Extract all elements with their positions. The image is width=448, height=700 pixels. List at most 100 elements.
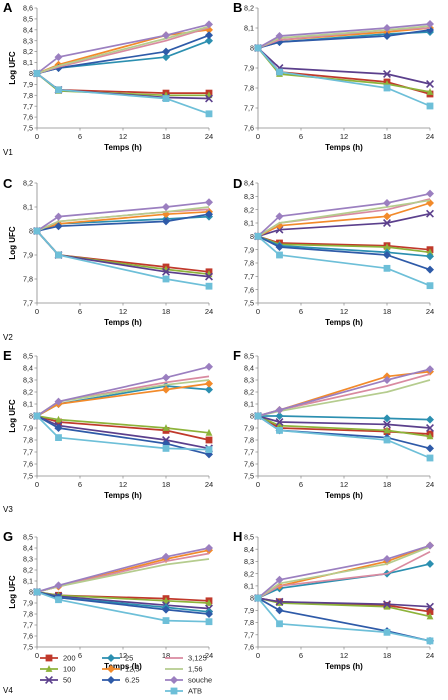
y-tick-label: 8,3 (244, 376, 254, 385)
y-tick-label: 8,1 (23, 58, 33, 67)
panel-label: E (3, 348, 12, 363)
series-line-souche (36, 365, 210, 417)
data-point-50 (426, 424, 434, 432)
y-tick-label: 7,7 (244, 272, 254, 281)
data-point-souche (54, 212, 63, 221)
data-point-souche (275, 32, 284, 40)
chart-panel-A: A V1 7,5 7,6 7,7 7,8 7,9 8 8,1 8,2 8,3 8,48,5 8,6 0 6 1… (3, 0, 213, 157)
legend-label: 1,56 (188, 665, 203, 674)
x-tick-label: 0 (256, 651, 260, 660)
data-point-50 (426, 602, 434, 611)
series-line-1,56 (36, 379, 210, 417)
y-tick-label: 8,1 (23, 577, 33, 586)
legend-item-100: 100 (40, 665, 76, 674)
series-line-1,56 (36, 206, 210, 232)
y-tick-label: 8,5 (244, 352, 254, 361)
x-tick-label: 0 (35, 132, 39, 141)
data-point-souche (383, 555, 391, 563)
x-tick-label: 18 (383, 480, 391, 489)
data-point-100 (426, 248, 434, 256)
series-line-6.25 (36, 213, 210, 232)
series-ATB (254, 232, 434, 290)
series-ATB (33, 227, 213, 290)
legend-item-1,56: 1,56 (165, 665, 203, 674)
x-tick-label: 0 (256, 480, 260, 489)
y-tick-label: 7,7 (23, 448, 33, 457)
data-point-12,5 (205, 379, 213, 388)
y-tick-label: 8 (29, 588, 33, 597)
data-point-souche (205, 20, 213, 29)
data-point-ATB (55, 86, 62, 94)
legend-item-ATB: ATB (165, 687, 202, 696)
series-ATB (254, 594, 434, 645)
data-point-6.25 (162, 47, 170, 56)
y-tick-label: 7,6 (244, 285, 254, 294)
series-line-6.25 (257, 235, 431, 271)
series-line-ATB (257, 597, 431, 642)
y-tick-label: 7,6 (23, 460, 33, 469)
y-tick-label: 7,9 (244, 606, 254, 615)
data-point-50 (383, 600, 391, 609)
x-tick-label: 0 (35, 651, 39, 660)
data-point-ATB (426, 282, 434, 290)
y-tick-label: 8 (29, 412, 33, 421)
data-point-100 (426, 88, 434, 95)
y-tick-label: 8,1 (244, 581, 254, 590)
y-tick-label: 7,6 (244, 460, 254, 469)
x-tick-label: 6 (78, 480, 82, 489)
data-point-25 (275, 412, 284, 420)
data-point-6.25 (426, 444, 434, 453)
x-tick-label: 0 (256, 307, 260, 316)
series-line-6.25 (257, 29, 431, 49)
data-point-25 (426, 559, 434, 568)
data-point-100 (383, 243, 391, 250)
x-axis-label: Temps (h) (104, 662, 142, 671)
series-line-ATB (36, 591, 210, 623)
data-point-6.25 (54, 222, 63, 231)
y-tick-label: 8 (250, 44, 254, 53)
x-tick-label: 6 (299, 480, 303, 489)
legend-label: 12,5 (125, 665, 140, 674)
y-tick-label: 8,2 (23, 47, 33, 56)
x-tick-label: 12 (340, 480, 348, 489)
y-tick-label: 8 (250, 594, 254, 603)
y-tick-label: 8,3 (244, 192, 254, 201)
y-tick-label: 7,9 (23, 251, 33, 260)
series-ATB (33, 588, 213, 626)
panel-label: C (3, 176, 13, 191)
x-tick-label: 12 (119, 480, 127, 489)
x-tick-label: 12 (340, 307, 348, 316)
series-line-50 (257, 47, 431, 85)
y-tick-label: 8,5 (23, 15, 33, 24)
data-point-6.25 (205, 31, 213, 40)
data-point-souche (162, 552, 170, 561)
y-tick-label: 7,7 (23, 299, 33, 308)
series-line-ATB (257, 47, 431, 107)
y-tick-label: 7,8 (244, 84, 254, 93)
y-tick-label: 7,8 (23, 436, 33, 445)
data-point-ATB (33, 70, 41, 77)
data-point-souche (162, 373, 170, 382)
y-tick-label: 8,4 (244, 545, 254, 554)
y-tick-label: 8,2 (244, 205, 254, 214)
x-tick-label: 6 (299, 307, 303, 316)
data-point-ATB (426, 102, 434, 110)
data-point-ATB (205, 446, 213, 453)
data-point-souche (205, 362, 213, 371)
data-point-50 (205, 272, 213, 281)
series-100 (254, 594, 434, 620)
series-line-25 (257, 563, 431, 599)
data-point-50 (426, 209, 434, 218)
y-tick-label: 8,3 (23, 555, 33, 564)
y-tick-label: 8,3 (23, 36, 33, 45)
data-point-ATB (426, 454, 434, 462)
data-point-100 (426, 612, 434, 620)
y-tick-label: 8 (250, 412, 254, 421)
data-point-25 (205, 36, 213, 45)
x-axis-label: Temps (h) (325, 143, 363, 152)
x-tick-label: 18 (162, 307, 170, 316)
panel-label: D (233, 176, 242, 191)
data-point-ATB (426, 637, 434, 645)
y-tick-label: 8,1 (23, 400, 33, 409)
